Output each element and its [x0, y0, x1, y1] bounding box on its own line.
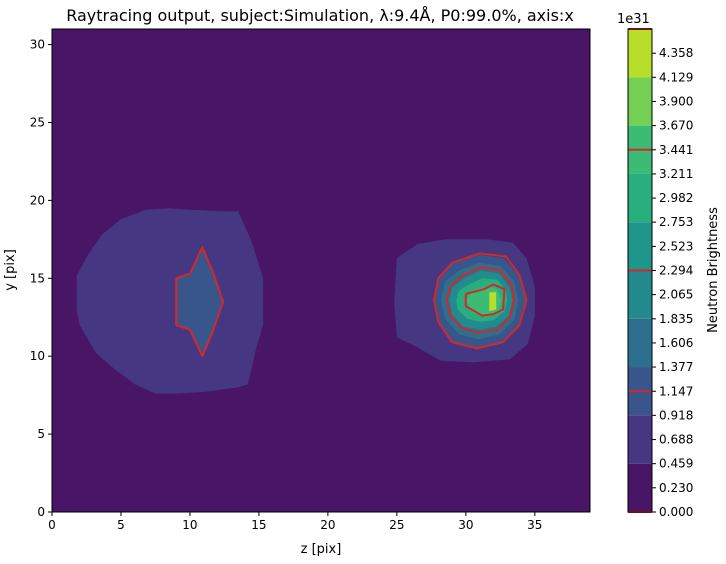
colorbar-tick-label: 4.358	[659, 46, 693, 60]
colorbar-tick-label: 0.459	[659, 457, 693, 471]
colorbar-tick-label: 1.377	[659, 360, 693, 374]
plot-area	[51, 28, 591, 513]
x-tick-label: 5	[117, 518, 125, 532]
colorbar-label: Neutron Brightness	[706, 207, 721, 333]
y-tick-label: 5	[37, 427, 45, 441]
colorbar-tick-label: 0.000	[659, 505, 693, 519]
y-tick-label: 15	[30, 271, 45, 285]
right-contour-line-1	[433, 252, 528, 350]
y-tick-label: 20	[30, 193, 45, 207]
colorbar-tick-label: 2.982	[659, 191, 693, 205]
colorbar-band	[628, 77, 652, 126]
colorbar-tick-label: 3.211	[659, 167, 693, 181]
colorbar-tick-label: 3.670	[659, 119, 693, 133]
colorbar-tick-label: 2.065	[659, 288, 693, 302]
colorbar-band	[628, 270, 652, 319]
x-axis: 0 5 10 15 20 25 30 35	[48, 512, 542, 532]
right-contour-line-3	[464, 283, 506, 317]
y-tick-label: 30	[30, 38, 45, 52]
contour-lines	[175, 246, 528, 358]
plot-frame	[51, 28, 591, 513]
colorbar-band	[628, 222, 652, 271]
x-tick-label: 20	[320, 518, 335, 532]
colorbar-band	[628, 415, 652, 464]
x-tick-label: 35	[527, 518, 542, 532]
y-axis: 0 5 10 15 20 25 30	[30, 38, 52, 519]
y-axis-label: y [pix]	[3, 249, 18, 291]
colorbar-band	[628, 173, 652, 223]
colorbar-band	[628, 29, 652, 78]
colorbar-band	[628, 318, 652, 368]
left-contour-line	[175, 246, 225, 358]
colorbar-tick-label: 4.129	[659, 70, 693, 84]
chart-title: Raytracing output, subject:Simulation, λ…	[66, 6, 574, 25]
y-tick-label: 25	[30, 115, 45, 129]
x-tick-label: 30	[458, 518, 473, 532]
colorbar-tick-label: 0.918	[659, 408, 693, 422]
colorbar-tick-label: 2.294	[659, 264, 693, 278]
colorbar-tick-label: 1.835	[659, 312, 693, 326]
y-tick-label: 10	[30, 349, 45, 363]
y-tick-label: 0	[37, 505, 45, 519]
right-blob-peak	[489, 292, 497, 311]
x-axis-label: z [pix]	[301, 542, 342, 557]
colorbar-tick-label: 2.523	[659, 239, 693, 253]
colorbar-tick-label: 3.441	[659, 143, 693, 157]
x-tick-label: 25	[389, 518, 404, 532]
colorbar-ticks: 0.000 0.230 0.459 0.688 0.918 1.147 1.377 1.606…	[652, 46, 693, 519]
x-tick-label: 0	[48, 518, 56, 532]
x-tick-label: 15	[251, 518, 266, 532]
right-contour-line-2	[445, 266, 516, 334]
colorbar-tick-label: 1.147	[659, 384, 693, 398]
colorbar-band	[628, 463, 652, 512]
left-blob-outer	[76, 208, 264, 394]
colorbar-tick-label: 3.900	[659, 94, 693, 108]
colorbar: 0.000 0.230 0.459 0.688 0.918 1.147 1.377 1.606…	[617, 12, 721, 519]
colorbar-tick-label: 1.606	[659, 336, 693, 350]
colorbar-tick-label: 0.688	[659, 433, 693, 447]
colorbar-tick-label: 2.753	[659, 215, 693, 229]
colorbar-exponent: 1e31	[617, 12, 650, 27]
colorbar-tick-label: 0.230	[659, 481, 693, 495]
x-tick-label: 10	[182, 518, 197, 532]
